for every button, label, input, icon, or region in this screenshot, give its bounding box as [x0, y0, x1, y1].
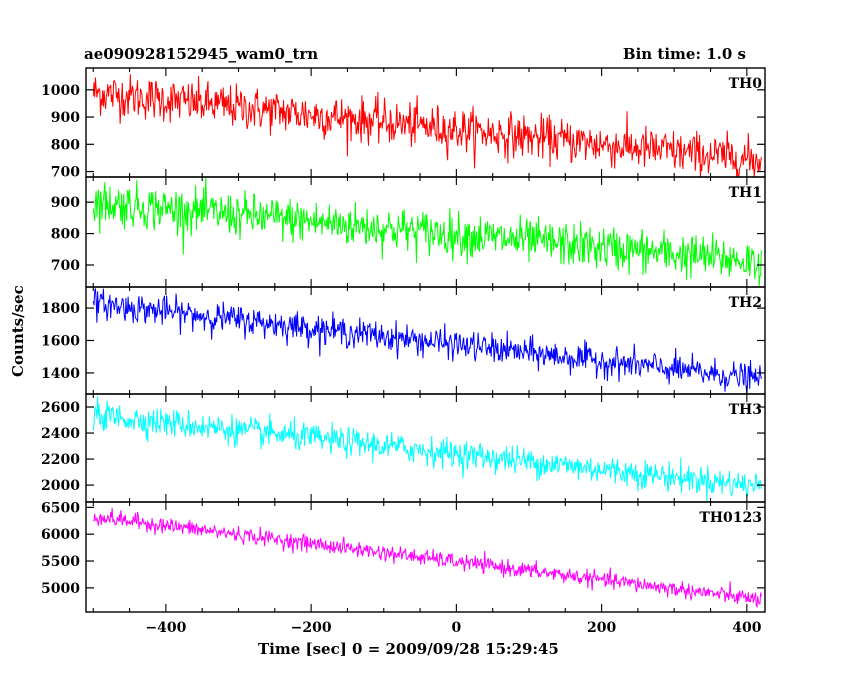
x-axis-label: Time [sec] 0 = 2009/09/28 15:29:45 — [258, 640, 559, 658]
x-tick-label: 400 — [732, 620, 761, 636]
y-tick-label: 5000 — [41, 581, 80, 597]
series-label-th0123: TH0123 — [699, 510, 762, 526]
y-tick-label: 2600 — [41, 400, 80, 416]
series-label-th0: TH0 — [729, 76, 763, 92]
series-line-th0 — [92, 74, 762, 178]
y-tick-label: 2400 — [41, 426, 80, 442]
y-tick-label: 6000 — [41, 527, 80, 543]
series-label-th2: TH2 — [729, 295, 762, 311]
y-tick-label: 1600 — [41, 334, 80, 350]
series-label-th1: TH1 — [729, 185, 762, 201]
y-tick-label: 5500 — [41, 554, 80, 570]
y-tick-label: 1800 — [41, 301, 80, 317]
y-tick-label: 800 — [51, 227, 80, 243]
series-line-th0123 — [92, 507, 762, 608]
y-tick-label: 900 — [51, 110, 80, 126]
y-tick-label: 1400 — [41, 366, 80, 382]
chart-title: ae090928152945_wam0_trn — [84, 45, 319, 63]
y-tick-label: 2000 — [41, 478, 80, 494]
panel-frame-th0123 — [85, 501, 766, 613]
y-tick-label: 2200 — [41, 452, 80, 468]
bin-time-label: Bin time: 1.0 s — [622, 45, 746, 63]
y-tick-label: 6500 — [41, 500, 80, 516]
y-tick-label: 800 — [51, 137, 80, 153]
y-tick-label: 700 — [51, 258, 80, 274]
y-tick-label: 900 — [51, 195, 80, 211]
x-tick-label: 200 — [587, 620, 616, 636]
series-line-th1 — [92, 177, 762, 287]
series-label-th3: TH3 — [729, 402, 762, 418]
series-line-th2 — [92, 288, 762, 395]
x-tick-label: −200 — [291, 620, 332, 636]
panel-frame-th3 — [85, 393, 766, 503]
panel-frame-th0 — [85, 67, 766, 178]
y-axis-label: Counts/sec — [9, 285, 27, 377]
x-tick-label: −400 — [145, 620, 186, 636]
x-tick-label: 0 — [451, 620, 461, 636]
series-line-th3 — [92, 396, 762, 503]
y-tick-label: 1000 — [41, 83, 80, 99]
y-tick-label: 700 — [51, 165, 80, 181]
